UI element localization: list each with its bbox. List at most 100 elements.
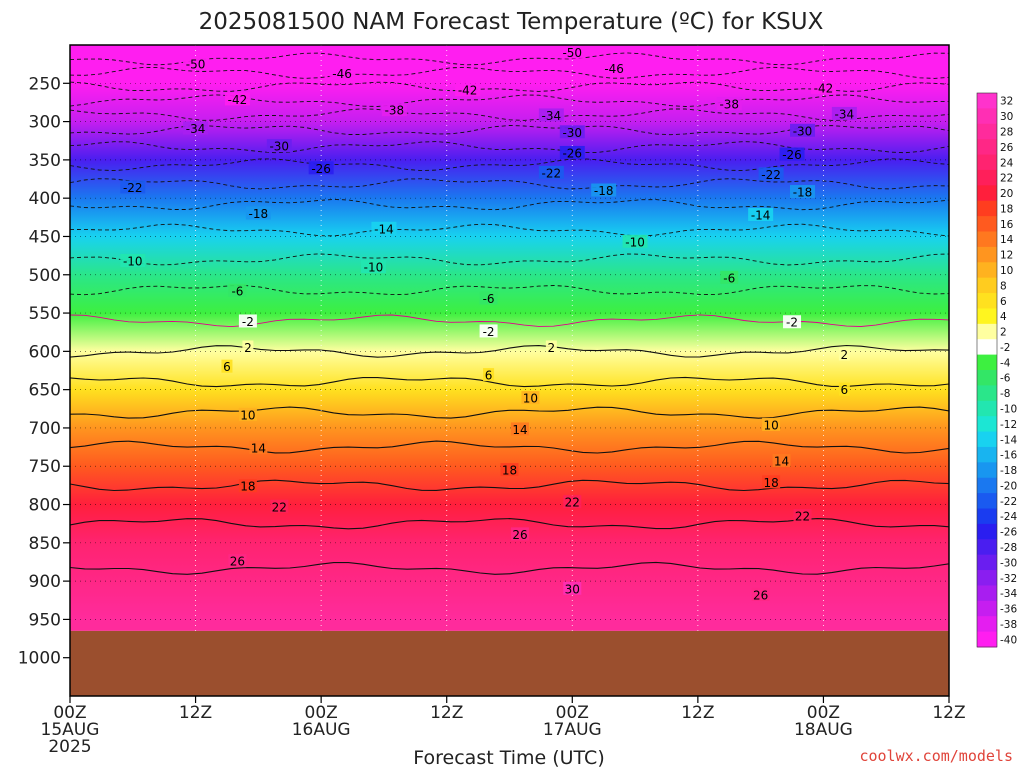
contour-label: 18	[763, 476, 778, 490]
contour-label: -38	[719, 97, 739, 111]
contour-label-bg	[245, 206, 271, 220]
x-tick-label: 18AUG	[794, 720, 853, 740]
contour-label-bg	[238, 407, 257, 421]
contour-label: -2	[242, 315, 254, 329]
contour-label-bg	[500, 463, 519, 477]
contour-label-bg	[748, 208, 774, 222]
colorbar-swatch	[977, 246, 997, 263]
contour-label-bg	[510, 422, 529, 436]
colorbar-label: -24	[1000, 511, 1017, 523]
y-axis-ticks: 250 300 350 400 450 500 550 600 650 700 750 800 850 9…	[18, 74, 70, 669]
colorbar-label: 30	[1000, 111, 1013, 123]
colorbar-label: -36	[1000, 604, 1017, 616]
contour-label: -30	[269, 140, 289, 154]
colorbar-swatch	[977, 108, 997, 125]
contour-label: -10	[625, 235, 645, 249]
colorbar-label: 16	[1000, 219, 1014, 231]
contour-label: 26	[512, 528, 527, 542]
contour-label: -22	[123, 181, 143, 195]
contour-label-bg	[720, 270, 739, 284]
contour-label: -26	[562, 146, 582, 160]
contour-line	[70, 376, 949, 388]
contour-label: -6	[231, 284, 243, 298]
contour-label-bg	[538, 108, 564, 122]
colorbar-label: 32	[1000, 96, 1013, 108]
contour-label: -50	[186, 58, 206, 72]
colorbar-swatch	[977, 554, 997, 571]
contour-label-bg	[559, 125, 585, 139]
contour-line	[70, 94, 949, 107]
colorbar-swatch	[977, 308, 997, 325]
contour-label-bg	[224, 92, 250, 106]
y-tick-label: 1000	[18, 649, 61, 669]
colorbar-label: -34	[1000, 588, 1017, 600]
colorbar-swatch	[977, 508, 997, 525]
contour-label: 22	[795, 510, 810, 524]
contour-label-bg	[622, 234, 648, 248]
colorbar-label: -38	[1000, 619, 1017, 631]
x-tick-label: 12Z	[932, 703, 965, 723]
contour-label: 22	[565, 496, 580, 510]
contour-label-bg	[538, 165, 564, 179]
colorbar-label: -6	[1000, 373, 1011, 385]
colorbar-swatch	[977, 123, 997, 140]
contour-label: 10	[240, 408, 255, 422]
contour-line	[70, 479, 949, 492]
colorbar-label: 6	[1000, 296, 1007, 308]
contour-line	[70, 285, 949, 296]
colorbar-label: 4	[1000, 311, 1007, 323]
colorbar-swatch	[977, 616, 997, 633]
plot-frame	[69, 44, 950, 697]
y-tick-label: 550	[29, 304, 61, 324]
contour-label: -6	[723, 271, 735, 285]
x-axis-label: Forecast Time (UTC)	[413, 747, 604, 768]
contour-label: -30	[562, 126, 582, 140]
contour-label-bg	[221, 359, 233, 373]
y-tick-label: 900	[29, 572, 61, 592]
contour-label: -26	[782, 148, 802, 162]
contour-label-bg	[793, 509, 812, 523]
chart-title: 2025081500 NAM Forecast Temperature (ºC)…	[199, 9, 824, 35]
colorbar-swatch	[977, 354, 997, 371]
contour-label-bg	[716, 96, 742, 110]
colorbar-label: 20	[1000, 188, 1013, 200]
plot-area: -50-50-46 -46-42-42 -42-38 -38-34-34 -34-30-…	[70, 45, 949, 696]
y-tick-label: 450	[29, 227, 61, 247]
contour-label: -18	[249, 207, 269, 221]
contour-label: 10	[763, 418, 778, 432]
contour-label: -46	[604, 62, 624, 76]
contour-label-bg	[483, 368, 495, 382]
contour-label: -38	[385, 104, 405, 118]
colorbar-label: -18	[1000, 465, 1017, 477]
contour-label-bg	[238, 314, 257, 328]
contour-label: -14	[374, 222, 394, 236]
colorbar-swatch	[977, 600, 997, 617]
contour-label: -30	[793, 124, 813, 138]
contour-label-bg	[772, 453, 791, 467]
colorbar-label: -12	[1000, 419, 1017, 431]
y-tick-label: 350	[29, 151, 61, 171]
contour-line	[70, 158, 949, 172]
ground-below-surface	[70, 630, 949, 696]
contour-label-bg	[790, 185, 815, 199]
x-tick-label: 00Z	[53, 703, 86, 723]
colorbar-swatch	[977, 431, 997, 448]
colorbar-label: 2	[1000, 327, 1007, 339]
contour-label: 14	[774, 454, 789, 468]
contour-line	[70, 561, 949, 575]
y-tick-label: 700	[29, 419, 61, 439]
colorbar-swatch	[977, 462, 997, 479]
contour-label: 18	[240, 480, 255, 494]
contour-label: -50	[562, 46, 582, 60]
contour-label-bg	[563, 495, 582, 509]
colorbar-label: -32	[1000, 573, 1017, 585]
contour-label: 30	[565, 582, 580, 596]
x-tick-label: 16AUG	[292, 720, 351, 740]
contour-label-bg	[360, 260, 386, 274]
x-tick-label: 12Z	[430, 703, 463, 723]
contour-line	[70, 223, 949, 237]
contour-label: 2	[841, 348, 849, 362]
contour-label-bg	[228, 554, 247, 568]
